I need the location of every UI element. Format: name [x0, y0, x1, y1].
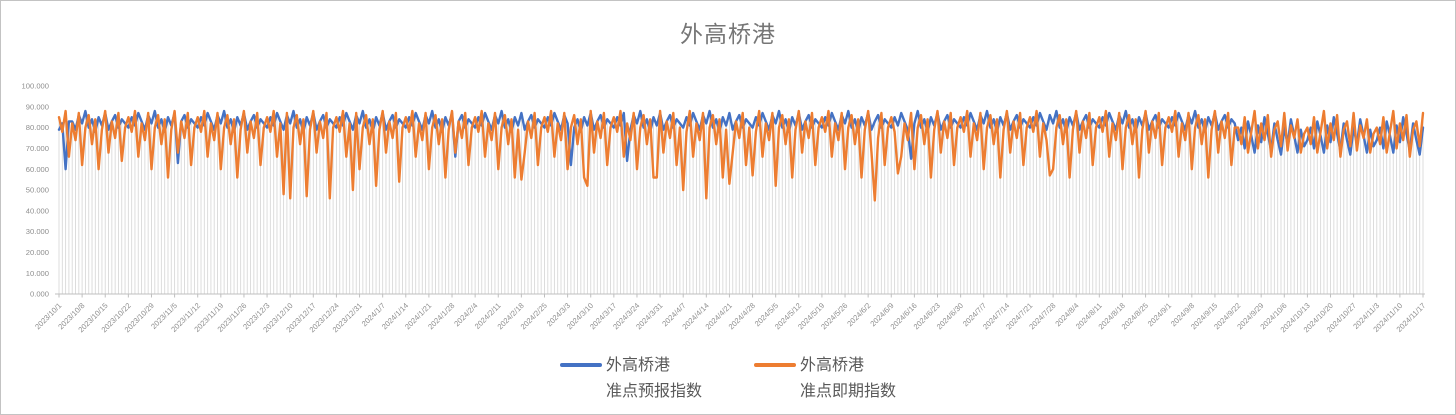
forecast-series-label: 外高桥港 准点预报指数 [605, 357, 702, 400]
svg-text:50.000: 50.000 [26, 186, 49, 195]
svg-text:10.000: 10.000 [26, 269, 49, 278]
svg-text:70.000: 70.000 [26, 144, 49, 153]
svg-text:2024/6/2: 2024/6/2 [845, 301, 872, 328]
svg-text:30.000: 30.000 [26, 227, 49, 236]
svg-text:90.000: 90.000 [26, 102, 49, 111]
y-axis-labels: 0.000 10.000 20.000 30.000 40.000 50.000 60.00… [22, 82, 49, 299]
chart-title: 外高桥港 [680, 21, 776, 47]
svg-text:40.000: 40.000 [26, 206, 49, 215]
svg-text:100.000: 100.000 [22, 82, 49, 91]
legend-item-forecast: 外高桥港 准点预报指数 [559, 353, 702, 405]
spot-series-swatch [754, 363, 796, 367]
svg-text:80.000: 80.000 [26, 123, 49, 132]
x-axis-labels: 2023/10/12023/10/82023/10/152023/10/2220… [33, 301, 1427, 334]
svg-text:60.000: 60.000 [26, 165, 49, 174]
svg-text:0.000: 0.000 [30, 290, 49, 299]
svg-text:2024/9/1: 2024/9/1 [1146, 301, 1173, 328]
svg-text:20.000: 20.000 [26, 248, 49, 257]
forecast-series-swatch [559, 363, 602, 367]
x-axis [55, 293, 1425, 298]
spot-series-label: 外高桥港 准点即期指数 [800, 357, 897, 400]
chart-legend: 外高桥港 准点预报指数 外高桥港 准点即期指数 [1, 353, 1455, 405]
legend-item-spot: 外高桥港 准点即期指数 [754, 353, 896, 405]
series-line-spot [57, 109, 1425, 202]
